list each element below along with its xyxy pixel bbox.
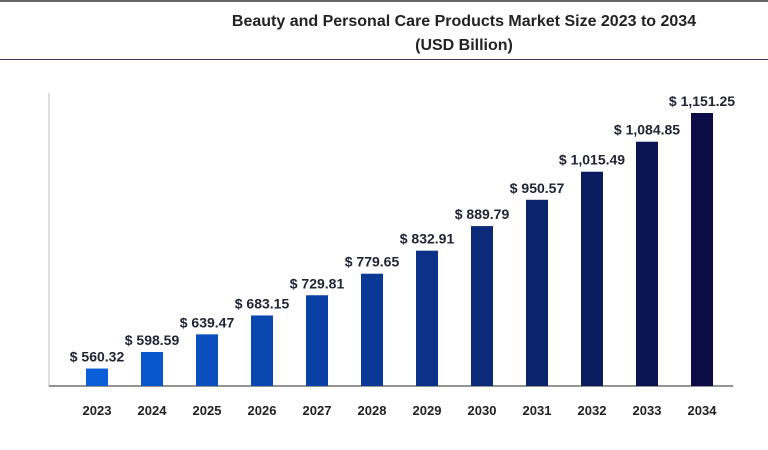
top-border [0,0,768,2]
bar-2033 [636,141,658,386]
chart-title-block: Beauty and Personal Care Products Market… [0,10,768,58]
data-label-2034: $ 1,151.25 [669,93,735,109]
bar-2032 [581,171,603,386]
bar-2031 [526,199,548,386]
data-label-2032: $ 1,015.49 [559,152,625,168]
data-label-2028: $ 779.65 [345,254,400,270]
data-label-2033: $ 1,084.85 [614,122,680,138]
x-tick-2028: 2028 [358,403,387,418]
header-divider [0,59,768,60]
bar-2023 [86,368,108,386]
data-label-2026: $ 683.15 [235,295,290,311]
x-tick-2029: 2029 [413,403,442,418]
data-label-2030: $ 889.79 [455,206,510,222]
x-tick-2034: 2034 [688,403,718,418]
bar-2030 [471,226,493,386]
data-label-2027: $ 729.81 [290,275,345,291]
bar-2026 [251,315,273,386]
x-tick-2032: 2032 [578,403,607,418]
x-tick-2025: 2025 [193,403,222,418]
x-tick-2027: 2027 [303,403,332,418]
bar-2024 [141,352,163,386]
bar-2034 [691,113,713,386]
x-tick-2024: 2024 [138,403,168,418]
data-label-2024: $ 598.59 [125,332,180,348]
chart-title: Beauty and Personal Care Products Market… [231,13,697,30]
x-tick-2026: 2026 [248,403,277,418]
bar-2029 [416,250,438,386]
x-tick-2023: 2023 [83,403,112,418]
x-tick-2033: 2033 [633,403,662,418]
chart-subtitle: (USD Billion) [415,37,513,54]
data-label-2031: $ 950.57 [510,180,565,196]
bar-2028 [361,273,383,386]
x-tick-2030: 2030 [468,403,497,418]
bar-2027 [306,295,328,386]
data-label-2025: $ 639.47 [180,314,235,330]
data-label-2023: $ 560.32 [70,349,125,365]
data-label-2029: $ 832.91 [400,231,455,247]
bar-2025 [196,334,218,386]
x-tick-2031: 2031 [523,403,552,418]
